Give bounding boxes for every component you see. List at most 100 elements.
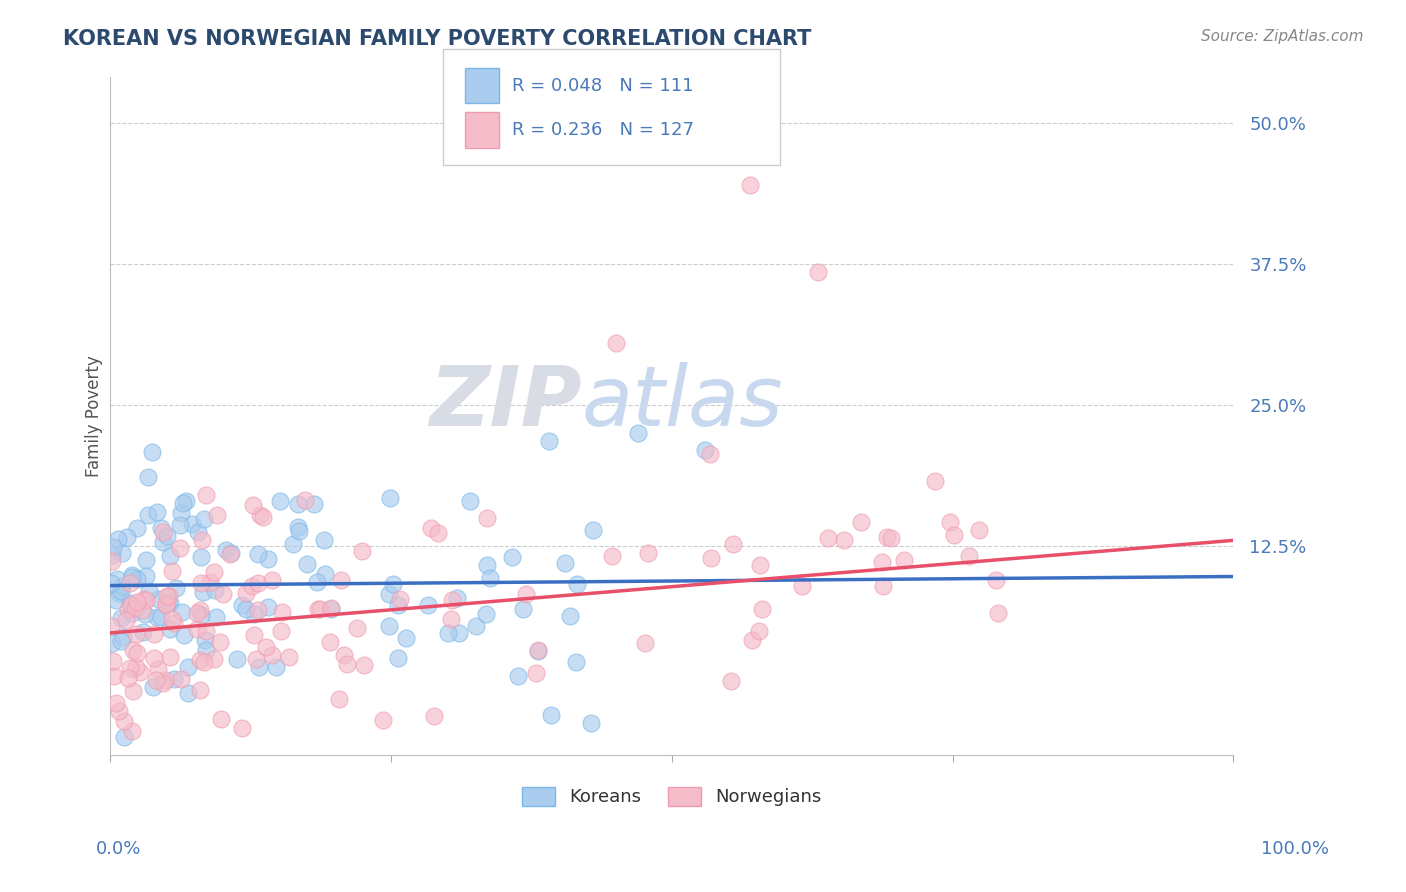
- Point: [134, 607, 156, 621]
- Point: [105, 572, 128, 586]
- Point: [287, 497, 309, 511]
- Point: [437, 625, 460, 640]
- Point: [246, 575, 269, 590]
- Text: 0.0%: 0.0%: [96, 840, 141, 858]
- Point: [353, 658, 375, 673]
- Point: [193, 512, 215, 526]
- Point: [600, 549, 623, 564]
- Point: [247, 603, 270, 617]
- Point: [554, 556, 576, 570]
- Point: [195, 488, 218, 502]
- Point: [564, 655, 586, 669]
- Point: [314, 533, 336, 547]
- Point: [479, 572, 502, 586]
- Point: [245, 652, 267, 666]
- Point: [163, 615, 186, 630]
- Point: [247, 547, 270, 561]
- Point: [134, 592, 156, 607]
- Point: [427, 525, 450, 540]
- Point: [270, 605, 292, 619]
- Point: [101, 554, 124, 568]
- Point: [314, 566, 336, 581]
- Point: [117, 602, 139, 616]
- Point: [112, 714, 135, 728]
- Point: [122, 684, 145, 698]
- Point: [191, 533, 214, 547]
- Point: [247, 660, 270, 674]
- Point: [893, 553, 915, 567]
- Point: [209, 712, 232, 726]
- Point: [163, 672, 186, 686]
- Point: [380, 491, 402, 505]
- Point: [939, 515, 962, 529]
- Point: [155, 597, 177, 611]
- Point: [111, 579, 134, 593]
- Point: [156, 589, 179, 603]
- Point: [287, 524, 309, 539]
- Point: [277, 649, 299, 664]
- Point: [524, 666, 547, 681]
- Point: [266, 660, 288, 674]
- Point: [100, 575, 122, 590]
- Point: [165, 581, 187, 595]
- Point: [188, 683, 211, 698]
- Point: [321, 602, 343, 616]
- Point: [159, 650, 181, 665]
- Point: [190, 607, 212, 622]
- Point: [538, 434, 561, 448]
- Point: [526, 644, 548, 658]
- Point: [125, 660, 148, 674]
- Point: [699, 447, 721, 461]
- Point: [101, 654, 124, 668]
- Point: [307, 574, 329, 589]
- Point: [135, 569, 157, 583]
- Point: [156, 595, 179, 609]
- Point: [475, 511, 498, 525]
- Point: [135, 552, 157, 566]
- Point: [202, 565, 225, 579]
- Point: [465, 619, 488, 633]
- Point: [111, 546, 134, 560]
- Point: [169, 541, 191, 555]
- Point: [346, 621, 368, 635]
- Point: [100, 619, 122, 633]
- Point: [637, 546, 659, 560]
- Point: [125, 520, 148, 534]
- Point: [579, 715, 602, 730]
- Point: [186, 622, 208, 636]
- Point: [169, 518, 191, 533]
- Point: [389, 591, 412, 606]
- Point: [127, 572, 149, 586]
- Point: [162, 612, 184, 626]
- Point: [256, 551, 278, 566]
- Point: [142, 627, 165, 641]
- Point: [117, 671, 139, 685]
- Point: [198, 574, 221, 589]
- Point: [121, 606, 143, 620]
- Point: [807, 265, 830, 279]
- Point: [125, 646, 148, 660]
- Point: [118, 661, 141, 675]
- Point: [110, 634, 132, 648]
- Point: [194, 632, 217, 647]
- Point: [751, 602, 773, 616]
- Point: [146, 504, 169, 518]
- Point: [128, 665, 150, 679]
- Point: [218, 547, 240, 561]
- Point: [110, 611, 132, 625]
- Point: [188, 653, 211, 667]
- Point: [605, 335, 627, 350]
- Point: [262, 573, 284, 587]
- Point: [627, 426, 650, 441]
- Point: [749, 558, 772, 573]
- Point: [103, 540, 125, 554]
- Point: [120, 599, 142, 613]
- Y-axis label: Family Poverty: Family Poverty: [86, 355, 103, 477]
- Point: [309, 602, 332, 616]
- Point: [378, 618, 401, 632]
- Point: [333, 648, 356, 662]
- Point: [294, 493, 316, 508]
- Point: [501, 549, 523, 564]
- Point: [136, 470, 159, 484]
- Point: [225, 652, 247, 666]
